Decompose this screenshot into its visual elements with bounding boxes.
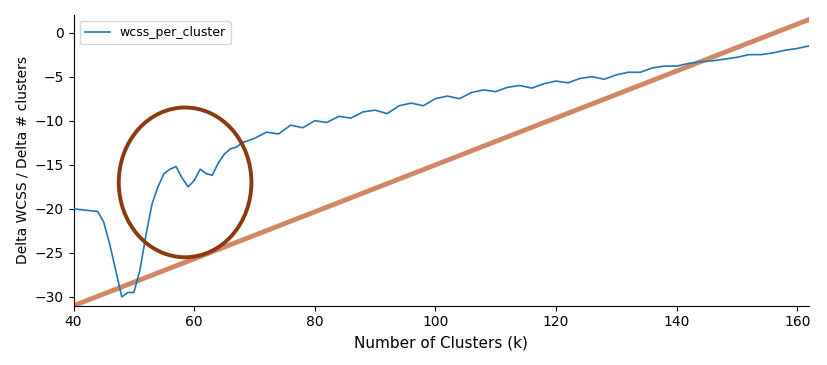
wcss_per_cluster [285, 123, 295, 127]
Line: wcss_per_cluster: wcss_per_cluster [74, 46, 810, 297]
Y-axis label: Delta WCSS / Delta # clusters: Delta WCSS / Delta # clusters [15, 56, 29, 264]
wcss_per_cluster [805, 44, 815, 48]
X-axis label: Number of Clusters (k): Number of Clusters (k) [355, 335, 528, 350]
wcss_per_cluster [147, 202, 157, 207]
wcss_per_cluster [394, 104, 404, 108]
Legend: wcss_per_cluster: wcss_per_cluster [79, 21, 231, 44]
wcss_per_cluster [117, 295, 127, 299]
wcss_per_cluster [111, 268, 121, 273]
wcss_per_cluster [159, 172, 169, 176]
wcss_per_cluster [69, 207, 79, 211]
wcss_per_cluster [672, 64, 681, 68]
